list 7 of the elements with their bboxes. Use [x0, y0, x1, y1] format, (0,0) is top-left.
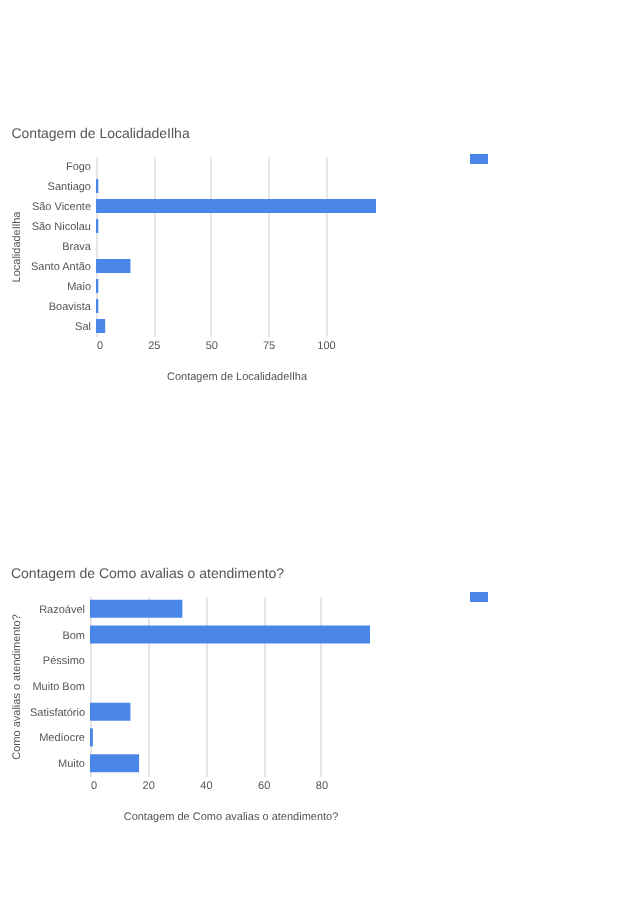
bar: [90, 702, 131, 721]
bar: [96, 259, 131, 273]
bar: [96, 199, 376, 213]
bar: [90, 625, 370, 644]
bar: [90, 754, 140, 773]
bar: [90, 599, 183, 618]
bar: [96, 319, 106, 333]
